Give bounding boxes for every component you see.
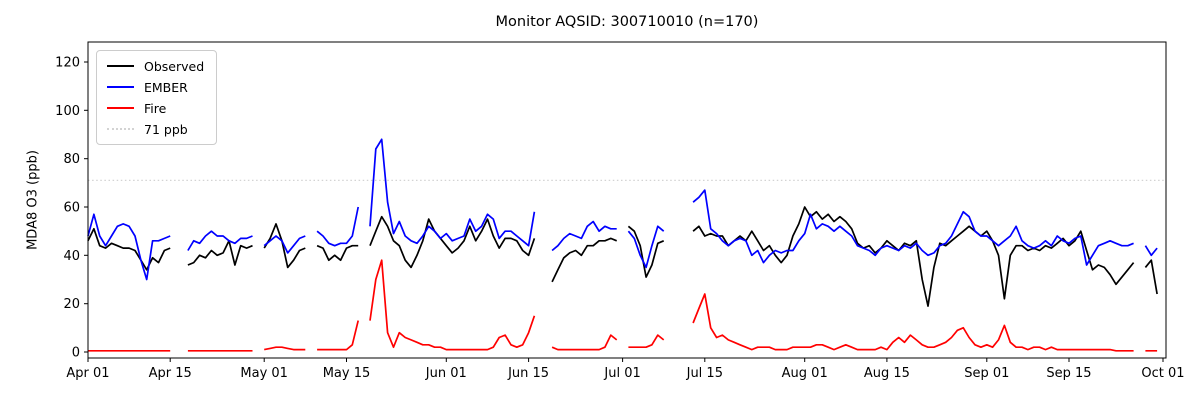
x-tick-label: Jul 01 xyxy=(603,366,640,381)
y-tick-label: 40 xyxy=(63,249,80,264)
y-tick-label: 60 xyxy=(63,201,80,216)
x-tick-label: Jun 01 xyxy=(425,366,467,381)
x-tick-label: Sep 15 xyxy=(1046,366,1091,381)
y-axis-label: MDA8 O3 (ppb) xyxy=(25,150,41,250)
x-tick-label: Jul 15 xyxy=(686,366,723,381)
y-tick-label: 20 xyxy=(63,297,80,312)
y-tick-label: 0 xyxy=(72,346,80,361)
legend: Observed EMBER Fire 71 ppb xyxy=(96,50,218,145)
x-tick-label: Apr 15 xyxy=(149,366,192,381)
plot-border xyxy=(87,41,1167,359)
legend-label: EMBER xyxy=(144,79,188,95)
legend-label: Observed xyxy=(144,58,205,74)
series-line-ember xyxy=(87,138,1158,281)
series-line-fire xyxy=(88,259,1158,352)
y-tick-label: 120 xyxy=(55,56,80,71)
x-tick-label: Sep 01 xyxy=(964,366,1009,381)
legend-line-sample xyxy=(107,86,134,88)
legend-line-sample xyxy=(107,107,134,109)
legend-item-fire: Fire xyxy=(107,100,204,116)
x-tick-label: Aug 15 xyxy=(864,366,910,381)
x-tick-label: Aug 01 xyxy=(782,366,828,381)
series-line-observed xyxy=(87,206,1158,307)
chart-title: Monitor AQSID: 300710010 (n=170) xyxy=(495,14,759,30)
legend-label: 71 ppb xyxy=(144,121,188,137)
x-tick-label: Apr 01 xyxy=(66,366,109,381)
x-tick-label: Jun 15 xyxy=(507,366,549,381)
y-tick-label: 100 xyxy=(55,104,80,119)
legend-item-observed: Observed xyxy=(107,58,205,74)
x-tick-label: Oct 01 xyxy=(1141,366,1184,381)
x-tick-label: May 15 xyxy=(323,366,371,381)
legend-line-sample xyxy=(107,128,134,130)
x-tick-label: May 01 xyxy=(240,366,288,381)
legend-line-sample xyxy=(107,65,134,67)
y-tick-label: 80 xyxy=(63,152,80,167)
legend-item-71-ppb: 71 ppb xyxy=(107,121,204,137)
legend-item-ember: EMBER xyxy=(107,79,204,95)
legend-label: Fire xyxy=(144,100,167,116)
